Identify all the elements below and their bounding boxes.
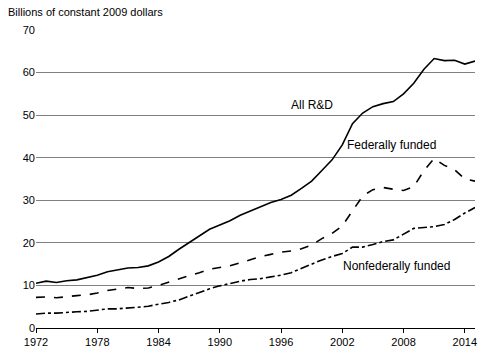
svg-text:Federally funded: Federally funded — [347, 138, 436, 152]
svg-text:1984: 1984 — [146, 336, 170, 348]
svg-text:1996: 1996 — [269, 336, 293, 348]
svg-text:1972: 1972 — [24, 336, 48, 348]
svg-text:30: 30 — [23, 194, 35, 206]
svg-text:2008: 2008 — [391, 336, 415, 348]
svg-text:60: 60 — [23, 66, 35, 78]
svg-text:0: 0 — [29, 322, 35, 334]
svg-text:20: 20 — [23, 237, 35, 249]
svg-text:1978: 1978 — [85, 336, 109, 348]
svg-text:Billions of constant 2009 doll: Billions of constant 2009 dollars — [8, 6, 163, 18]
svg-text:10: 10 — [23, 279, 35, 291]
svg-text:1990: 1990 — [208, 336, 232, 348]
svg-text:2014: 2014 — [453, 336, 477, 348]
svg-text:2002: 2002 — [330, 336, 354, 348]
svg-text:Nonfederally funded: Nonfederally funded — [343, 259, 450, 273]
svg-text:50: 50 — [23, 109, 35, 121]
svg-text:40: 40 — [23, 152, 35, 164]
svg-text:All R&D: All R&D — [291, 98, 333, 112]
svg-text:70: 70 — [23, 24, 35, 36]
